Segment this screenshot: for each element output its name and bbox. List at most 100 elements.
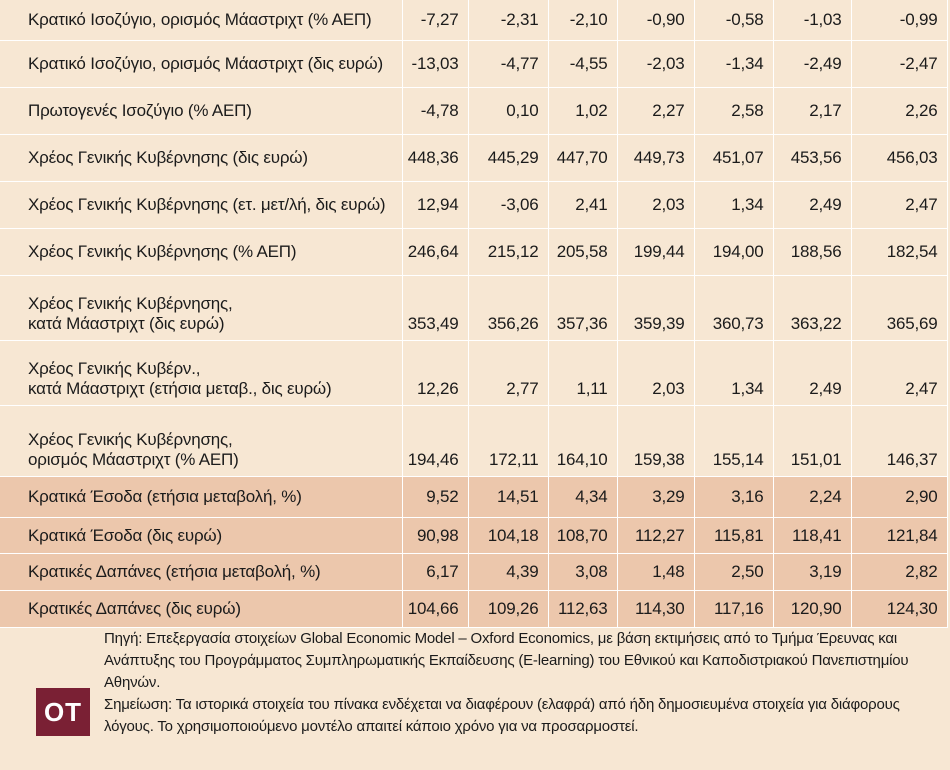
value-cell: 448,36: [402, 134, 469, 182]
value-cell: -0,90: [617, 0, 695, 41]
row-label-line: Χρέος Γενικής Κυβέρν.,: [28, 359, 201, 378]
value-cell: 1,48: [617, 553, 695, 591]
value-cell: 2,41: [548, 181, 618, 229]
value-cell: 115,81: [694, 517, 774, 554]
value-cell: 205,58: [548, 228, 618, 276]
value-cell: -4,55: [548, 40, 618, 88]
source-note: Πηγή: Επεξεργασία στοιχείων Global Econo…: [104, 630, 909, 691]
value-cell: 2,90: [851, 476, 948, 518]
value-cell: 164,10: [548, 405, 618, 477]
row-label: Κρατικά Έσοδα (δις ευρώ): [0, 517, 403, 554]
value-cell: 194,46: [402, 405, 469, 477]
row-label-line: κατά Μάαστριχτ (ετήσια μεταβ., δις ευρώ): [28, 379, 332, 398]
row-label-line: Πρωτογενές Ισοζύγιο (% ΑΕΠ): [28, 101, 252, 120]
value-cell: 363,22: [773, 275, 852, 341]
row-label: Χρέος Γενικής Κυβέρνησης, κατά Μάαστριχτ …: [0, 275, 403, 341]
value-cell: 121,84: [851, 517, 948, 554]
table-row: Χρέος Γενικής Κυβέρνησης (% ΑΕΠ) 246,64 21…: [0, 228, 948, 276]
value-cell: 12,94: [402, 181, 469, 229]
value-cell: 447,70: [548, 134, 618, 182]
value-cell: 182,54: [851, 228, 948, 276]
value-cell: 1,34: [694, 181, 774, 229]
disclaimer-note: Σημείωση: Τα ιστορικά στοιχεία του πίνακ…: [104, 696, 900, 735]
row-label: Κρατικά Έσοδα (ετήσια μεταβολή, %): [0, 476, 403, 518]
value-cell: 353,49: [402, 275, 469, 341]
value-cell: 215,12: [468, 228, 549, 276]
value-cell: 2,17: [773, 87, 852, 135]
value-cell: -1,03: [773, 0, 852, 41]
value-cell: 365,69: [851, 275, 948, 341]
value-cell: 456,03: [851, 134, 948, 182]
value-cell: -3,06: [468, 181, 549, 229]
table-row: Κρατικές Δαπάνες (ετήσια μεταβολή, %) 6,1…: [0, 553, 948, 591]
value-cell: 451,07: [694, 134, 774, 182]
value-cell: -2,03: [617, 40, 695, 88]
table-row: Κρατικά Έσοδα (ετήσια μεταβολή, %) 9,52 14…: [0, 476, 948, 518]
value-cell: 357,36: [548, 275, 618, 341]
value-cell: -7,27: [402, 0, 469, 41]
value-cell: 2,47: [851, 340, 948, 406]
value-cell: 104,66: [402, 590, 469, 628]
value-cell: 112,63: [548, 590, 618, 628]
value-cell: 151,01: [773, 405, 852, 477]
value-cell: 449,73: [617, 134, 695, 182]
footer-notes: Πηγή: Επεξεργασία στοιχείων Global Econo…: [104, 628, 934, 738]
row-label-line: Κρατικό Ισοζύγιο, ορισμός Μάαστριχτ (% Α…: [28, 10, 372, 29]
row-label: Χρέος Γενικής Κυβέρνησης (δις ευρώ): [0, 134, 403, 182]
value-cell: 246,64: [402, 228, 469, 276]
table-footer: ΟΤ Πηγή: Επεξεργασία στοιχείων Global Ec…: [0, 620, 950, 770]
value-cell: 2,27: [617, 87, 695, 135]
value-cell: 194,00: [694, 228, 774, 276]
value-cell: -4,77: [468, 40, 549, 88]
table-row: Κρατικό Ισοζύγιο, ορισμός Μάαστριχτ (δις…: [0, 40, 948, 88]
row-label: Κρατικό Ισοζύγιο, ορισμός Μάαστριχτ (% Α…: [0, 0, 403, 41]
value-cell: 120,90: [773, 590, 852, 628]
value-cell: 2,58: [694, 87, 774, 135]
value-cell: 90,98: [402, 517, 469, 554]
value-cell: 2,03: [617, 181, 695, 229]
row-label-line: Χρέος Γενικής Κυβέρνησης (ετ. μετ/λή, δι…: [28, 195, 386, 214]
row-label-line: Κρατικές Δαπάνες (ετήσια μεταβολή, %): [28, 562, 321, 581]
value-cell: 9,52: [402, 476, 469, 518]
table-row: Χρέος Γενικής Κυβέρνησης (δις ευρώ) 448,3…: [0, 134, 948, 182]
value-cell: -1,34: [694, 40, 774, 88]
row-label-line: Χρέος Γενικής Κυβέρνησης (% ΑΕΠ): [28, 242, 297, 261]
value-cell: 2,50: [694, 553, 774, 591]
value-cell: 2,49: [773, 340, 852, 406]
table-row: Πρωτογενές Ισοζύγιο (% ΑΕΠ) -4,78 0,10 1,02…: [0, 87, 948, 135]
value-cell: 2,03: [617, 340, 695, 406]
value-cell: 188,56: [773, 228, 852, 276]
value-cell: 12,26: [402, 340, 469, 406]
value-cell: 4,39: [468, 553, 549, 591]
value-cell: 359,39: [617, 275, 695, 341]
row-label-line: Κρατικές Δαπάνες (δις ευρώ): [28, 599, 241, 618]
table-row: Χρέος Γενικής Κυβέρνησης, κατά Μάαστριχτ …: [0, 275, 948, 341]
value-cell: 112,27: [617, 517, 695, 554]
value-cell: 3,19: [773, 553, 852, 591]
value-cell: 159,38: [617, 405, 695, 477]
value-cell: 4,34: [548, 476, 618, 518]
row-label-line: ορισμός Μάαστριχτ (% ΑΕΠ): [28, 450, 239, 469]
value-cell: 2,47: [851, 181, 948, 229]
table-row: Κρατικές Δαπάνες (δις ευρώ) 104,66 109,26 1…: [0, 590, 948, 628]
value-cell: 3,29: [617, 476, 695, 518]
value-cell: -0,58: [694, 0, 774, 41]
value-cell: 360,73: [694, 275, 774, 341]
row-label: Χρέος Γενικής Κυβέρνησης, ορισμός Μάαστρι…: [0, 405, 403, 477]
row-label-line: κατά Μάαστριχτ (δις ευρώ): [28, 314, 225, 333]
value-cell: 2,77: [468, 340, 549, 406]
value-cell: 6,17: [402, 553, 469, 591]
row-label: Κρατικές Δαπάνες (ετήσια μεταβολή, %): [0, 553, 403, 591]
value-cell: 199,44: [617, 228, 695, 276]
value-cell: 445,29: [468, 134, 549, 182]
value-cell: 453,56: [773, 134, 852, 182]
data-table-container: Κρατικό Ισοζύγιο, ορισμός Μάαστριχτ (% Α…: [0, 0, 948, 628]
value-cell: 118,41: [773, 517, 852, 554]
fiscal-data-table: Κρατικό Ισοζύγιο, ορισμός Μάαστριχτ (% Α…: [0, 0, 948, 628]
table-row: Κρατικό Ισοζύγιο, ορισμός Μάαστριχτ (% Α…: [0, 0, 948, 41]
value-cell: -4,78: [402, 87, 469, 135]
value-cell: -2,49: [773, 40, 852, 88]
value-cell: 104,18: [468, 517, 549, 554]
value-cell: -2,47: [851, 40, 948, 88]
value-cell: 3,08: [548, 553, 618, 591]
